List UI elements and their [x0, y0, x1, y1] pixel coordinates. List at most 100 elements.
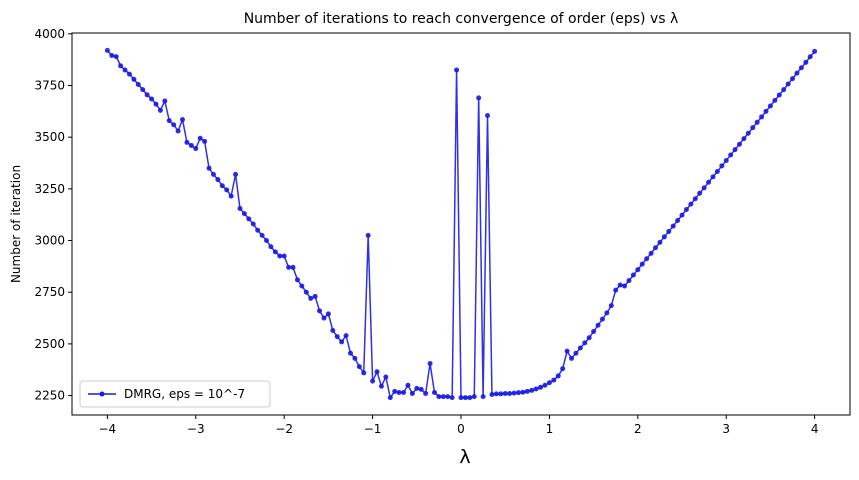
data-point	[440, 394, 446, 400]
data-point	[445, 394, 451, 400]
data-point	[259, 232, 265, 238]
data-point	[714, 168, 720, 174]
data-point	[299, 283, 305, 289]
data-point	[759, 114, 765, 120]
data-point	[131, 76, 137, 82]
data-point	[352, 355, 358, 361]
data-point	[476, 95, 482, 101]
data-point	[692, 196, 698, 202]
data-point	[794, 70, 800, 76]
legend-label: DMRG, eps = 10^-7	[124, 387, 245, 401]
data-point	[732, 147, 738, 153]
data-point	[790, 76, 796, 82]
data-point	[555, 373, 561, 379]
data-point	[418, 386, 424, 392]
y-tick-label: 3250	[34, 182, 65, 196]
data-point	[286, 264, 292, 270]
data-point	[449, 395, 455, 401]
data-point	[325, 311, 331, 317]
data-point	[383, 374, 389, 380]
data-point	[485, 112, 491, 118]
data-point	[458, 395, 464, 401]
data-point	[781, 87, 787, 93]
data-point	[546, 380, 552, 386]
data-point	[140, 87, 146, 93]
x-tick-label: −2	[275, 422, 293, 436]
data-point	[569, 355, 575, 361]
data-point	[604, 310, 610, 316]
data-point	[180, 117, 186, 123]
data-point	[184, 139, 190, 145]
data-point	[414, 385, 420, 391]
data-point	[635, 267, 641, 273]
data-point	[113, 54, 119, 60]
data-point	[812, 48, 818, 54]
x-tick-label: 0	[457, 422, 465, 436]
data-point	[524, 388, 530, 394]
data-point	[162, 98, 168, 104]
data-point	[666, 228, 672, 234]
data-point	[745, 130, 751, 136]
data-point	[639, 261, 645, 267]
data-point	[683, 207, 689, 213]
data-point	[626, 278, 632, 284]
data-point	[586, 335, 592, 341]
data-point	[599, 316, 605, 322]
data-point	[648, 250, 654, 256]
data-point	[529, 387, 535, 393]
data-point	[175, 128, 181, 134]
data-point	[644, 256, 650, 262]
data-point	[582, 340, 588, 346]
data-point	[193, 146, 199, 152]
x-axis-label: λ	[459, 446, 470, 468]
x-tick-label: 2	[634, 422, 642, 436]
data-point	[670, 223, 676, 229]
data-point	[272, 249, 278, 255]
data-point	[772, 97, 778, 103]
data-point	[595, 322, 601, 328]
data-point	[233, 171, 239, 177]
data-point	[135, 81, 141, 87]
y-tick-label: 2250	[34, 389, 65, 403]
data-point	[785, 81, 791, 87]
data-point	[431, 389, 437, 395]
data-point	[219, 183, 225, 189]
data-point	[436, 394, 442, 400]
data-point	[763, 108, 769, 114]
data-point	[241, 211, 247, 217]
data-point	[493, 391, 499, 397]
data-point	[387, 395, 393, 401]
data-point	[153, 101, 159, 107]
data-point	[401, 389, 407, 395]
series-line	[106, 49, 816, 400]
y-tick-label: 3750	[34, 79, 65, 93]
data-point	[392, 388, 398, 394]
data-point	[290, 264, 296, 270]
data-point	[630, 272, 636, 278]
data-point	[109, 53, 115, 59]
data-point	[157, 107, 163, 113]
data-point	[365, 232, 371, 238]
data-point	[741, 136, 747, 142]
x-tick-label: −1	[364, 422, 382, 436]
data-point	[126, 71, 132, 77]
data-point	[215, 177, 221, 183]
data-point	[144, 92, 150, 98]
y-tick-label: 2500	[34, 337, 65, 351]
data-point	[706, 179, 712, 185]
data-point	[246, 216, 252, 222]
data-point	[767, 103, 773, 109]
data-point	[454, 67, 460, 73]
data-point	[564, 348, 570, 354]
data-point	[489, 392, 495, 398]
data-point	[542, 382, 548, 388]
data-point	[294, 277, 300, 283]
data-point	[330, 327, 336, 333]
data-point	[166, 118, 172, 124]
data-point	[803, 59, 809, 65]
data-point	[250, 221, 256, 227]
y-tick-label: 4000	[34, 27, 65, 41]
data-point	[511, 390, 517, 396]
data-point	[657, 239, 663, 245]
